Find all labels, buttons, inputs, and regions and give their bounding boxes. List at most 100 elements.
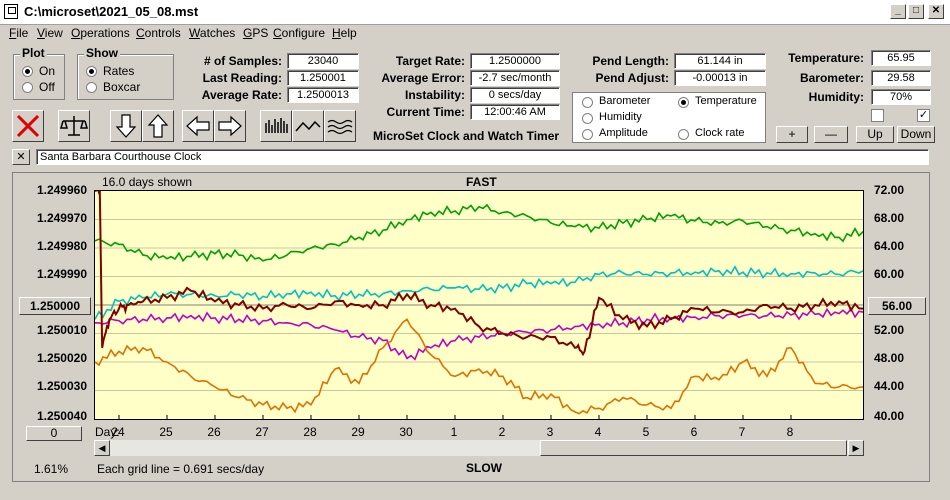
x-tick-label: 30 bbox=[399, 425, 413, 439]
wave-view-button[interactable] bbox=[324, 110, 356, 142]
right-tick-label: 64.00 bbox=[874, 239, 905, 253]
target-rate-field[interactable]: 1.2500000 bbox=[470, 53, 560, 69]
x-tick-label: 24 bbox=[111, 425, 125, 439]
menu-gps[interactable]: GPS bbox=[243, 26, 269, 40]
maximize-button[interactable]: □ bbox=[908, 4, 924, 19]
menu-operations[interactable]: Operations bbox=[71, 26, 130, 40]
temperature-option: Temperature bbox=[695, 95, 757, 107]
barometer-label: Barometer: bbox=[799, 71, 864, 85]
show-boxcar-label: Boxcar bbox=[103, 80, 141, 94]
zero-button[interactable]: 0 bbox=[26, 426, 82, 441]
scroll-left-arrow-icon[interactable]: ◀ bbox=[94, 440, 110, 456]
arrow-up-button[interactable] bbox=[142, 110, 174, 142]
average-error-label: Average Error: bbox=[381, 71, 465, 85]
samples-field: 23040 bbox=[287, 53, 359, 69]
amplitude-option: Amplitude bbox=[599, 127, 648, 139]
left-tick-label: 1.250010 bbox=[36, 323, 87, 337]
x-tick-label: 3 bbox=[546, 425, 554, 439]
last-reading-field: 1.250001 bbox=[287, 70, 359, 86]
x-tick-label: 1 bbox=[450, 425, 458, 439]
plus-button[interactable]: + bbox=[776, 126, 808, 143]
app-caption: MicroSet Clock and Watch Timer bbox=[373, 129, 560, 143]
minus-button[interactable]: — bbox=[814, 126, 848, 143]
close-button[interactable]: ✕ bbox=[928, 4, 944, 19]
x-tick-label: 6 bbox=[690, 425, 698, 439]
last-reading-label: Last Reading: bbox=[202, 71, 282, 85]
right-tick-label: 44.00 bbox=[874, 379, 905, 393]
left-checkbox[interactable] bbox=[871, 109, 884, 122]
clock-name-field[interactable]: Santa Barbara Courthouse Clock bbox=[36, 149, 929, 165]
amplitude-radio[interactable] bbox=[582, 129, 593, 140]
pend-adjust-field: -0.00013 in bbox=[674, 70, 766, 86]
arrow-right-button[interactable] bbox=[214, 110, 246, 142]
average-error-field: -2.7 sec/month bbox=[470, 70, 560, 86]
menu-view[interactable]: View bbox=[37, 26, 63, 40]
line-view-button[interactable] bbox=[292, 110, 324, 142]
x-tick-label: 2 bbox=[498, 425, 506, 439]
current-time-field: 12:00:46 AM bbox=[470, 104, 560, 120]
balance-button[interactable] bbox=[58, 110, 90, 142]
instability-label: Instability: bbox=[404, 88, 465, 102]
average-rate-field: 1.2500013 bbox=[287, 87, 359, 103]
humidity-field: 70% bbox=[871, 89, 931, 105]
x-axis: 24 25 26 27 28 29 30 1 2 3 4 5 6 7 8 bbox=[94, 424, 864, 440]
x-tick-label: 26 bbox=[207, 425, 221, 439]
barometer-radio[interactable] bbox=[582, 97, 593, 108]
pend-adjust-label: Pend Adjust: bbox=[595, 71, 669, 85]
right-tick-label: 40.00 bbox=[874, 409, 905, 423]
percent-readout: 1.61% bbox=[34, 462, 69, 476]
left-tick-label: 1.250020 bbox=[36, 351, 87, 365]
humidity-option: Humidity bbox=[599, 111, 642, 123]
menu-configure[interactable]: Configure bbox=[273, 26, 326, 40]
right-axis: 72.00 68.00 64.00 60.00 52.00 48.00 44.0… bbox=[870, 183, 930, 428]
left-value-button[interactable]: 1.250000 bbox=[19, 297, 91, 315]
down-button[interactable]: Down bbox=[897, 126, 935, 143]
barometer-field: 29.58 bbox=[871, 70, 931, 86]
close-clock-button[interactable]: ✕ bbox=[12, 149, 30, 165]
bar-chart-icon bbox=[265, 118, 288, 133]
window-title: C:\microset\2021_05_08.mst bbox=[24, 4, 199, 19]
scroll-thumb[interactable] bbox=[540, 440, 847, 456]
right-value-button[interactable]: 56.00 bbox=[868, 297, 926, 315]
show-rates-radio[interactable] bbox=[86, 66, 97, 77]
x-tick-label: 27 bbox=[255, 425, 269, 439]
arrow-right-icon bbox=[218, 115, 242, 137]
pend-length-field[interactable]: 61.144 in bbox=[674, 53, 766, 69]
instability-field: 0 secs/day bbox=[470, 87, 560, 103]
barometer-option: Barometer bbox=[599, 95, 651, 107]
plot-area bbox=[94, 190, 864, 420]
menu-controls[interactable]: Controls bbox=[136, 26, 181, 40]
menu-file[interactable]: File bbox=[9, 26, 29, 40]
up-button[interactable]: Up bbox=[856, 126, 894, 143]
temperature-radio[interactable] bbox=[678, 97, 689, 108]
humidity-label: Humidity: bbox=[808, 90, 864, 104]
arrow-left-button[interactable] bbox=[182, 110, 214, 142]
clock-rate-radio[interactable] bbox=[678, 129, 689, 140]
show-rates-label: Rates bbox=[103, 64, 135, 78]
clear-button[interactable] bbox=[12, 110, 44, 142]
menu-help[interactable]: Help bbox=[332, 26, 357, 40]
arrow-down-button[interactable] bbox=[110, 110, 142, 142]
x-tick-label: 25 bbox=[159, 425, 173, 439]
x-tick-label: 4 bbox=[594, 425, 602, 439]
show-boxcar-radio[interactable] bbox=[86, 82, 97, 93]
app-icon bbox=[4, 4, 18, 19]
plot-group-label: Plot bbox=[20, 46, 47, 60]
bar-view-button[interactable] bbox=[260, 110, 292, 142]
series-line bbox=[95, 265, 863, 320]
right-checkbox[interactable]: ✓ bbox=[917, 109, 930, 122]
humidity-radio[interactable] bbox=[582, 113, 593, 124]
left-tick-label: 1.250030 bbox=[36, 379, 87, 393]
minimize-button[interactable]: _ bbox=[890, 4, 906, 19]
plot-on-radio[interactable] bbox=[22, 66, 33, 77]
horizontal-scrollbar[interactable]: ◀ ▶ bbox=[94, 440, 864, 456]
plot-off-radio[interactable] bbox=[22, 82, 33, 93]
right-tick-label: 68.00 bbox=[874, 211, 905, 225]
plot-off-label: Off bbox=[39, 80, 55, 94]
right-tick-label: 72.00 bbox=[874, 183, 905, 197]
clock-rate-option: Clock rate bbox=[695, 127, 745, 139]
slow-label: SLOW bbox=[466, 461, 502, 475]
menu-watches[interactable]: Watches bbox=[189, 26, 236, 40]
scroll-right-arrow-icon[interactable]: ▶ bbox=[848, 440, 864, 456]
chart-frame bbox=[12, 172, 930, 482]
